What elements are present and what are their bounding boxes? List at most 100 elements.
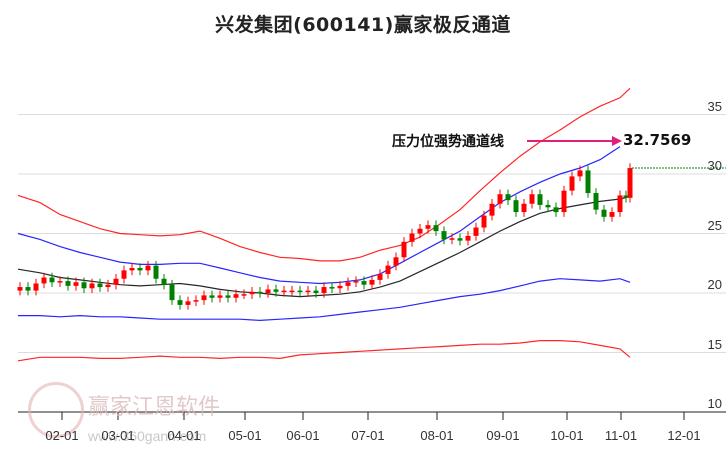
candle-body: [473, 227, 479, 236]
candle-body: [193, 300, 199, 302]
candle-body: [401, 241, 407, 258]
candle-body: [89, 283, 95, 289]
candle-body: [273, 289, 279, 292]
candle-body: [113, 278, 119, 285]
x-tick-label: 05-01: [228, 428, 262, 443]
watermark-url: www.360gann.com: [88, 428, 207, 444]
candle-body: [609, 212, 615, 217]
candle-body: [305, 290, 311, 293]
candle-body: [265, 289, 271, 293]
annotation-arrow-head-icon: [612, 136, 622, 146]
candle-body: [241, 294, 247, 296]
y-tick-label: 15: [707, 336, 722, 352]
x-tick-label: 03-01: [101, 428, 135, 443]
candle-body: [33, 283, 39, 291]
candle-body: [545, 204, 551, 208]
candle-body: [73, 282, 79, 286]
candle-body: [505, 194, 511, 201]
candle-body: [513, 200, 519, 213]
band-line-lower_inner: [18, 278, 631, 322]
candle-body: [321, 287, 327, 293]
candle-body: [481, 215, 487, 228]
candle-body: [345, 282, 351, 286]
x-tick-label: 04-01: [167, 428, 201, 443]
x-tick-label: 08-01: [420, 428, 454, 443]
candle-body: [569, 176, 575, 191]
candle-body: [425, 225, 431, 229]
candle-body: [217, 295, 223, 298]
annotation-label: 压力位强势通道线: [392, 134, 504, 150]
candle-body: [393, 257, 399, 266]
band-line-upper_inner: [17, 146, 621, 285]
candle-body: [257, 291, 263, 294]
candle-body: [177, 300, 183, 305]
y-tick-label: 30: [707, 158, 722, 173]
candle-body: [25, 287, 31, 291]
annotation-value: 32.7569: [623, 131, 692, 149]
x-tick-label: 02-01: [45, 428, 79, 443]
x-tick-label: 09-01: [486, 428, 520, 443]
candle-body: [497, 194, 503, 204]
candle-body: [537, 194, 543, 205]
candle-body: [145, 265, 151, 271]
x-tick-label: 06-01: [286, 428, 320, 443]
candle-body: [623, 195, 629, 198]
candle-body: [209, 295, 215, 298]
candle-body: [585, 170, 591, 194]
candle-body: [449, 238, 455, 240]
candle-body: [129, 268, 135, 271]
candle-body: [457, 238, 463, 241]
candle-body: [41, 277, 47, 284]
chart-title: 兴发集团(600141)赢家极反通道: [215, 14, 511, 36]
watermark-logo-icon: [28, 382, 84, 438]
y-tick-label: 10: [707, 396, 722, 411]
candle-body: [233, 294, 239, 298]
candle-body: [169, 284, 175, 301]
candle-body: [105, 284, 111, 288]
candle-body: [81, 282, 87, 289]
y-tick-label: 35: [707, 98, 722, 114]
y-tick-label: 20: [707, 277, 722, 292]
band-line-lower_outer: [17, 340, 631, 362]
candle-body: [17, 287, 23, 291]
candle-body: [49, 277, 55, 283]
candle-body: [137, 268, 143, 271]
candle-body: [337, 285, 343, 289]
candle-body: [249, 291, 255, 295]
candle-body: [561, 190, 567, 213]
candle-body: [65, 281, 71, 286]
candle-body: [313, 290, 319, 293]
candle-body: [361, 281, 367, 285]
candle-body: [97, 283, 103, 288]
band-line-middle: [17, 196, 631, 298]
candle-body: [297, 290, 303, 293]
x-tick-label: 07-01: [351, 428, 385, 443]
candle-body: [377, 273, 383, 280]
candle-body: [353, 281, 359, 283]
candle-body: [521, 203, 527, 213]
candle-body: [121, 270, 127, 279]
candle-body: [601, 209, 607, 217]
candle-body: [553, 207, 559, 213]
candle-body: [409, 233, 415, 242]
candle-body: [433, 225, 439, 232]
candle-body: [289, 290, 295, 293]
candle-body: [617, 195, 623, 213]
candle-body: [281, 290, 287, 293]
candle-body: [489, 203, 495, 216]
x-tick-label: 11-01: [604, 428, 638, 443]
candle-body: [385, 265, 391, 274]
candle-body: [153, 265, 159, 279]
y-tick-label: 25: [707, 217, 722, 233]
band-line-upper_outer: [17, 87, 631, 262]
candle-body: [329, 287, 335, 289]
candle-body: [577, 170, 583, 177]
candle-body: [465, 235, 471, 241]
candle-body: [529, 194, 535, 204]
candle-body: [627, 168, 633, 198]
candle-body: [441, 231, 447, 240]
candle-body: [185, 301, 191, 305]
candle-body: [161, 278, 167, 285]
candle-body: [593, 193, 599, 210]
